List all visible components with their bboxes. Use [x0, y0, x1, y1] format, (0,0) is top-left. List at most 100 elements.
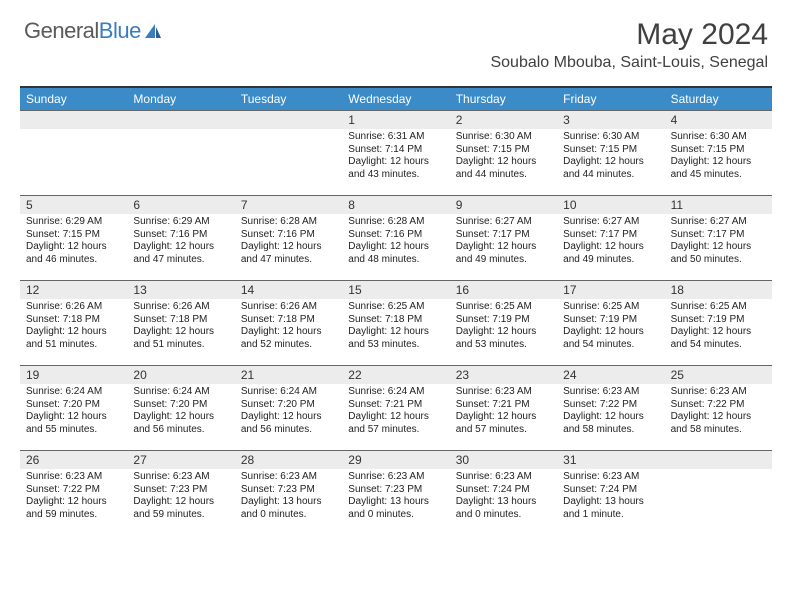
daylight-text: Daylight: 12 hours and 44 minutes.: [563, 156, 660, 181]
sunrise-text: Sunrise: 6:23 AM: [133, 471, 230, 484]
daylight-text: Daylight: 12 hours and 53 minutes.: [348, 326, 445, 351]
day-number: [127, 111, 234, 129]
day-cell: 25Sunrise: 6:23 AMSunset: 7:22 PMDayligh…: [665, 366, 772, 450]
sunset-text: Sunset: 7:19 PM: [456, 314, 553, 327]
daylight-text: Daylight: 12 hours and 47 minutes.: [241, 241, 338, 266]
day-cell: 22Sunrise: 6:24 AMSunset: 7:21 PMDayligh…: [342, 366, 449, 450]
day-details: Sunrise: 6:23 AMSunset: 7:24 PMDaylight:…: [557, 469, 664, 525]
day-header-row: Sunday Monday Tuesday Wednesday Thursday…: [20, 88, 772, 110]
day-details: Sunrise: 6:25 AMSunset: 7:19 PMDaylight:…: [557, 299, 664, 355]
day-number: [235, 111, 342, 129]
sunset-text: Sunset: 7:20 PM: [241, 399, 338, 412]
sunset-text: Sunset: 7:22 PM: [671, 399, 768, 412]
sunrise-text: Sunrise: 6:26 AM: [133, 301, 230, 314]
day-details: Sunrise: 6:23 AMSunset: 7:22 PMDaylight:…: [557, 384, 664, 440]
day-cell: 24Sunrise: 6:23 AMSunset: 7:22 PMDayligh…: [557, 366, 664, 450]
sunset-text: Sunset: 7:17 PM: [671, 229, 768, 242]
sunrise-text: Sunrise: 6:24 AM: [26, 386, 123, 399]
daylight-text: Daylight: 12 hours and 58 minutes.: [671, 411, 768, 436]
day-cell: 1Sunrise: 6:31 AMSunset: 7:14 PMDaylight…: [342, 111, 449, 195]
day-cell: [127, 111, 234, 195]
sunrise-text: Sunrise: 6:29 AM: [26, 216, 123, 229]
day-number: 6: [127, 196, 234, 214]
day-details: Sunrise: 6:29 AMSunset: 7:16 PMDaylight:…: [127, 214, 234, 270]
day-details: Sunrise: 6:25 AMSunset: 7:19 PMDaylight:…: [450, 299, 557, 355]
day-cell: 20Sunrise: 6:24 AMSunset: 7:20 PMDayligh…: [127, 366, 234, 450]
sunrise-text: Sunrise: 6:23 AM: [456, 471, 553, 484]
day-header-sun: Sunday: [20, 88, 127, 110]
day-number: [665, 451, 772, 469]
sunset-text: Sunset: 7:20 PM: [133, 399, 230, 412]
daylight-text: Daylight: 12 hours and 55 minutes.: [26, 411, 123, 436]
sunset-text: Sunset: 7:20 PM: [26, 399, 123, 412]
daylight-text: Daylight: 12 hours and 56 minutes.: [133, 411, 230, 436]
day-number: 8: [342, 196, 449, 214]
day-details: Sunrise: 6:27 AMSunset: 7:17 PMDaylight:…: [665, 214, 772, 270]
day-cell: 19Sunrise: 6:24 AMSunset: 7:20 PMDayligh…: [20, 366, 127, 450]
day-number: 21: [235, 366, 342, 384]
week-row: 12Sunrise: 6:26 AMSunset: 7:18 PMDayligh…: [20, 280, 772, 365]
day-cell: 2Sunrise: 6:30 AMSunset: 7:15 PMDaylight…: [450, 111, 557, 195]
week-row: 1Sunrise: 6:31 AMSunset: 7:14 PMDaylight…: [20, 110, 772, 195]
day-details: Sunrise: 6:27 AMSunset: 7:17 PMDaylight:…: [557, 214, 664, 270]
day-details: Sunrise: 6:23 AMSunset: 7:23 PMDaylight:…: [342, 469, 449, 525]
sunrise-text: Sunrise: 6:28 AM: [348, 216, 445, 229]
day-number: 24: [557, 366, 664, 384]
sunset-text: Sunset: 7:15 PM: [671, 144, 768, 157]
daylight-text: Daylight: 12 hours and 51 minutes.: [133, 326, 230, 351]
sunset-text: Sunset: 7:18 PM: [348, 314, 445, 327]
day-header-wed: Wednesday: [342, 88, 449, 110]
day-details: Sunrise: 6:26 AMSunset: 7:18 PMDaylight:…: [127, 299, 234, 355]
sunrise-text: Sunrise: 6:31 AM: [348, 131, 445, 144]
daylight-text: Daylight: 12 hours and 56 minutes.: [241, 411, 338, 436]
sunset-text: Sunset: 7:15 PM: [456, 144, 553, 157]
daylight-text: Daylight: 12 hours and 49 minutes.: [456, 241, 553, 266]
day-number: 30: [450, 451, 557, 469]
day-number: 26: [20, 451, 127, 469]
day-details: Sunrise: 6:30 AMSunset: 7:15 PMDaylight:…: [665, 129, 772, 185]
day-number: 17: [557, 281, 664, 299]
day-cell: 15Sunrise: 6:25 AMSunset: 7:18 PMDayligh…: [342, 281, 449, 365]
sunrise-text: Sunrise: 6:23 AM: [671, 386, 768, 399]
day-details: Sunrise: 6:29 AMSunset: 7:15 PMDaylight:…: [20, 214, 127, 270]
day-cell: [665, 451, 772, 535]
daylight-text: Daylight: 12 hours and 46 minutes.: [26, 241, 123, 266]
sunset-text: Sunset: 7:14 PM: [348, 144, 445, 157]
day-cell: 12Sunrise: 6:26 AMSunset: 7:18 PMDayligh…: [20, 281, 127, 365]
day-details: Sunrise: 6:30 AMSunset: 7:15 PMDaylight:…: [557, 129, 664, 185]
location-subtitle: Soubalo Mbouba, Saint-Louis, Senegal: [490, 54, 768, 72]
day-details: Sunrise: 6:23 AMSunset: 7:23 PMDaylight:…: [127, 469, 234, 525]
daylight-text: Daylight: 12 hours and 44 minutes.: [456, 156, 553, 181]
sunset-text: Sunset: 7:15 PM: [563, 144, 660, 157]
sunrise-text: Sunrise: 6:25 AM: [348, 301, 445, 314]
daylight-text: Daylight: 12 hours and 59 minutes.: [26, 496, 123, 521]
day-cell: 28Sunrise: 6:23 AMSunset: 7:23 PMDayligh…: [235, 451, 342, 535]
day-number: 18: [665, 281, 772, 299]
day-details: Sunrise: 6:27 AMSunset: 7:17 PMDaylight:…: [450, 214, 557, 270]
brand-logo: GeneralBlue: [24, 18, 161, 44]
week-row: 5Sunrise: 6:29 AMSunset: 7:15 PMDaylight…: [20, 195, 772, 280]
day-number: 20: [127, 366, 234, 384]
day-details: Sunrise: 6:23 AMSunset: 7:22 PMDaylight:…: [665, 384, 772, 440]
day-number: 11: [665, 196, 772, 214]
daylight-text: Daylight: 12 hours and 53 minutes.: [456, 326, 553, 351]
daylight-text: Daylight: 13 hours and 1 minute.: [563, 496, 660, 521]
daylight-text: Daylight: 12 hours and 49 minutes.: [563, 241, 660, 266]
daylight-text: Daylight: 12 hours and 43 minutes.: [348, 156, 445, 181]
day-cell: 27Sunrise: 6:23 AMSunset: 7:23 PMDayligh…: [127, 451, 234, 535]
day-details: Sunrise: 6:28 AMSunset: 7:16 PMDaylight:…: [342, 214, 449, 270]
day-cell: 10Sunrise: 6:27 AMSunset: 7:17 PMDayligh…: [557, 196, 664, 280]
day-number: 13: [127, 281, 234, 299]
sunset-text: Sunset: 7:19 PM: [563, 314, 660, 327]
sunrise-text: Sunrise: 6:23 AM: [348, 471, 445, 484]
day-details: Sunrise: 6:24 AMSunset: 7:20 PMDaylight:…: [127, 384, 234, 440]
title-block: May 2024 Soubalo Mbouba, Saint-Louis, Se…: [490, 18, 768, 72]
sunset-text: Sunset: 7:16 PM: [133, 229, 230, 242]
day-header-thu: Thursday: [450, 88, 557, 110]
day-number: 29: [342, 451, 449, 469]
day-number: 2: [450, 111, 557, 129]
daylight-text: Daylight: 12 hours and 57 minutes.: [348, 411, 445, 436]
day-cell: 5Sunrise: 6:29 AMSunset: 7:15 PMDaylight…: [20, 196, 127, 280]
daylight-text: Daylight: 12 hours and 54 minutes.: [563, 326, 660, 351]
sunset-text: Sunset: 7:18 PM: [133, 314, 230, 327]
